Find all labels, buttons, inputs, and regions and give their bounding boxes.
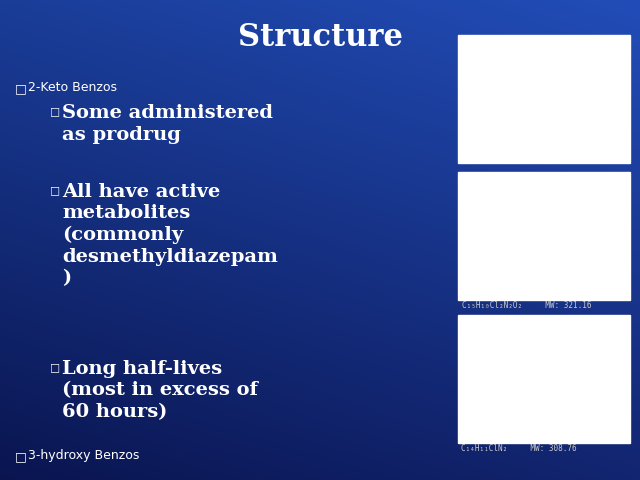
Text: C₁₄H₁₁ClN₂     MW: 308.76: C₁₄H₁₁ClN₂ MW: 308.76 [461, 444, 577, 453]
FancyBboxPatch shape [458, 172, 630, 300]
Text: □: □ [50, 106, 60, 116]
FancyBboxPatch shape [458, 315, 630, 443]
Text: All have active
metabolites
(commonly
desmethyldiazepam
): All have active metabolites (commonly de… [62, 183, 278, 288]
Text: □: □ [15, 450, 27, 463]
Text: □: □ [50, 362, 60, 372]
Text: □: □ [15, 82, 27, 95]
Text: C₁₅H₁₀Cl₂N₂O₂     MW: 321.16: C₁₅H₁₀Cl₂N₂O₂ MW: 321.16 [462, 301, 591, 310]
Text: 2-Keto Benzos: 2-Keto Benzos [28, 81, 117, 94]
FancyBboxPatch shape [458, 35, 630, 163]
Text: Structure: Structure [237, 22, 403, 53]
Text: Some administered
as prodrug: Some administered as prodrug [62, 104, 273, 144]
Text: 3-hydroxy Benzos: 3-hydroxy Benzos [28, 449, 140, 462]
Text: Long half-lives
(most in excess of
60 hours): Long half-lives (most in excess of 60 ho… [62, 360, 258, 421]
Text: □: □ [50, 185, 60, 195]
